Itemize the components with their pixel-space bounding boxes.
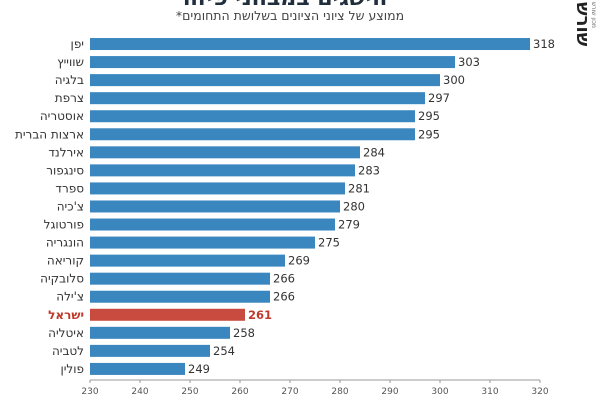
bar [90,110,415,123]
value-label: 281 [348,181,370,195]
value-label: 318 [533,37,555,51]
category-label: סינגפור [46,163,84,177]
bar [90,164,355,177]
bar [90,254,285,267]
value-label: 280 [343,199,365,213]
category-label: הונגריה [46,236,84,250]
bar [90,272,270,285]
x-tick-label: 310 [481,387,498,397]
value-label: 254 [213,344,235,358]
value-label: 295 [418,109,440,123]
x-tick-label: 260 [231,387,248,397]
x-tick-label: 240 [131,387,148,397]
value-label: 279 [338,218,360,232]
category-label: צ'ילה [56,290,84,304]
category-label: איטליה [48,326,84,340]
x-tick-label: 290 [381,387,398,397]
category-label: שווייץ [57,55,84,69]
value-label: 266 [273,290,295,304]
value-label: 266 [273,272,295,286]
category-label: צ'כיה [57,199,84,213]
chart-subtitle: ממוצע של ציוני הציונים בשלושת התחומים* [175,8,405,23]
x-tick-label: 250 [181,387,198,397]
brand-logo-subtext: מכון שורש [590,2,597,28]
value-label: 261 [248,308,272,322]
bar [90,38,530,51]
bar [90,200,340,213]
value-label: 269 [288,254,310,268]
bar [90,362,185,375]
value-label: 275 [318,236,340,250]
category-label: יפן [71,37,84,51]
bar [90,56,455,69]
category-label: אירלנד [48,145,84,159]
x-tick-label: 300 [431,387,448,397]
brand-logo-text: שורש [572,2,593,47]
bar-highlight [90,308,245,321]
category-label: ישראל [48,308,84,322]
bar [90,290,270,303]
category-label: קוריאה [47,254,84,268]
bar [90,182,345,195]
value-label: 284 [363,145,385,159]
value-label: 283 [358,163,380,177]
bar [90,344,210,357]
value-label: 303 [458,55,480,69]
chart-title: הישגים במבחני פיזה [120,0,450,8]
x-tick-label: 320 [531,387,548,397]
bar [90,146,360,159]
category-label: בלגיה [55,73,84,87]
value-label: 295 [418,127,440,141]
x-tick-label: 270 [281,387,298,397]
category-label: ספרד [55,181,84,195]
bar [90,326,230,339]
value-label: 249 [188,362,210,376]
category-label: פורטוגל [44,218,84,232]
category-label: פולין [60,362,84,376]
value-label: 258 [233,326,255,340]
category-label: ארצות הברית [15,127,84,141]
chart-title-text: הישגים במבחני פיזה [120,0,450,8]
category-label: סלובקיה [40,272,84,286]
category-label: אוסטריה [40,109,84,123]
bar [90,236,315,249]
bar [90,128,415,141]
x-tick-label: 230 [81,387,98,397]
bar [90,218,335,231]
category-label: לטביה [52,344,84,358]
value-label: 297 [428,91,450,105]
bar [90,74,440,87]
x-tick-label: 280 [331,387,348,397]
category-label: צרפת [55,91,84,105]
bar [90,92,425,105]
brand-logo: שורש מכון שורש [568,0,600,70]
value-label: 300 [443,73,465,87]
